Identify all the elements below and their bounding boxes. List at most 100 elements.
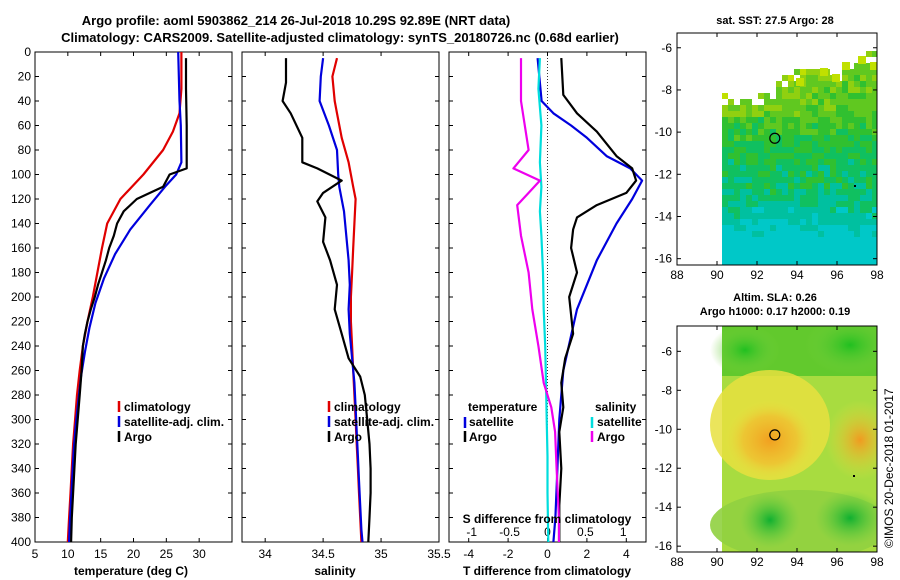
sst-cell <box>812 213 818 219</box>
sst-cell <box>860 147 866 153</box>
series-line-t-argo <box>558 58 638 542</box>
sst-cell <box>830 207 836 213</box>
sst-cell <box>872 105 877 111</box>
series-line-satellite-adj-clim- <box>318 57 364 542</box>
sst-cell <box>872 159 877 165</box>
sst-cell <box>860 99 866 105</box>
sst-cell <box>746 177 752 183</box>
sst-cell <box>728 165 734 171</box>
sla-green-blob-se <box>815 490 877 546</box>
sst-cell <box>806 165 812 171</box>
sst-cell <box>806 255 812 261</box>
sst-cell <box>848 153 854 159</box>
sst-cell <box>722 123 728 129</box>
y-tick-label: 80 <box>18 143 32 157</box>
sst-cell <box>728 171 734 177</box>
sst-cell <box>818 129 824 135</box>
sst-cell <box>770 183 776 189</box>
sst-cell <box>848 237 854 243</box>
sst-cell <box>722 93 728 99</box>
sst-cell <box>860 75 866 81</box>
sst-cell <box>806 219 812 225</box>
sst-cell <box>866 249 872 255</box>
sst-cell <box>764 93 770 99</box>
sst-cell <box>740 117 746 123</box>
sst-cell <box>734 117 740 123</box>
sst-cell <box>740 183 746 189</box>
sst-cell <box>806 135 812 141</box>
sst-cell <box>788 129 794 135</box>
sst-cell <box>788 207 794 213</box>
sst-cell <box>776 99 782 105</box>
sst-cell <box>872 141 877 147</box>
sst-cell <box>788 75 794 81</box>
sst-cell <box>770 207 776 213</box>
sst-cell <box>746 99 752 105</box>
sst-cell <box>806 183 812 189</box>
y-tick-label: 120 <box>11 192 31 206</box>
sst-cell <box>818 231 824 237</box>
sst-cell <box>824 93 830 99</box>
sst-cell <box>770 213 776 219</box>
sst-cell <box>776 153 782 159</box>
sst-cell <box>818 135 824 141</box>
sst-cell <box>824 231 830 237</box>
sst-cell <box>722 159 728 165</box>
sst-cell <box>776 225 782 231</box>
sst-cell <box>872 201 877 207</box>
sla-warm-blob-east <box>825 400 877 480</box>
sst-cell <box>854 111 860 117</box>
sst-cell <box>752 243 758 249</box>
sst-cell <box>782 213 788 219</box>
sst-cell <box>776 87 782 93</box>
sst-cell <box>758 153 764 159</box>
sst-cell <box>800 255 806 261</box>
sst-cell <box>818 243 824 249</box>
sst-cell <box>746 153 752 159</box>
sst-cell <box>812 201 818 207</box>
sst-cell <box>776 141 782 147</box>
sst-cell <box>830 111 836 117</box>
sst-cell <box>866 105 872 111</box>
sst-cell <box>848 81 854 87</box>
sst-cell <box>782 237 788 243</box>
sst-cell <box>740 201 746 207</box>
sst-cell <box>842 213 848 219</box>
x-tick-label: 35 <box>374 547 388 561</box>
sst-cell <box>872 207 877 213</box>
y-tick-label: 0 <box>24 45 31 59</box>
sst-cell <box>842 62 850 70</box>
sst-cell <box>782 87 788 93</box>
sst-cell <box>854 87 860 93</box>
sst-cell <box>860 159 866 165</box>
sst-cell <box>782 99 788 105</box>
sst-cell <box>860 81 866 87</box>
sst-cell <box>788 171 794 177</box>
sst-cell <box>860 261 866 265</box>
sst-cell <box>764 135 770 141</box>
sst-cell <box>764 255 770 261</box>
sst-cell <box>818 225 824 231</box>
sst-cell <box>848 69 854 75</box>
title-line-2: Climatology: CARS2009. Satellite-adjuste… <box>61 30 619 45</box>
sst-cell <box>832 74 840 82</box>
sst-cell <box>848 117 854 123</box>
sst-cell <box>860 219 866 225</box>
sst-cell <box>824 219 830 225</box>
sst-cell <box>860 201 866 207</box>
sst-cell <box>722 183 728 189</box>
sst-cell <box>800 201 806 207</box>
sst-cell <box>854 237 860 243</box>
temperature-xlabel: temperature (deg C) <box>74 564 188 578</box>
sst-cell <box>818 87 824 93</box>
sst-cell <box>866 177 872 183</box>
x-tick-label: -2 <box>503 547 514 561</box>
sst-cell <box>746 189 752 195</box>
sst-cell <box>872 153 877 159</box>
sst-cell <box>800 159 806 165</box>
sst-cell <box>812 255 818 261</box>
sst-cell <box>794 111 800 117</box>
sdiff-xlabel: S difference from climatology <box>463 512 632 526</box>
sst-cell <box>812 237 818 243</box>
sst-cell <box>770 171 776 177</box>
